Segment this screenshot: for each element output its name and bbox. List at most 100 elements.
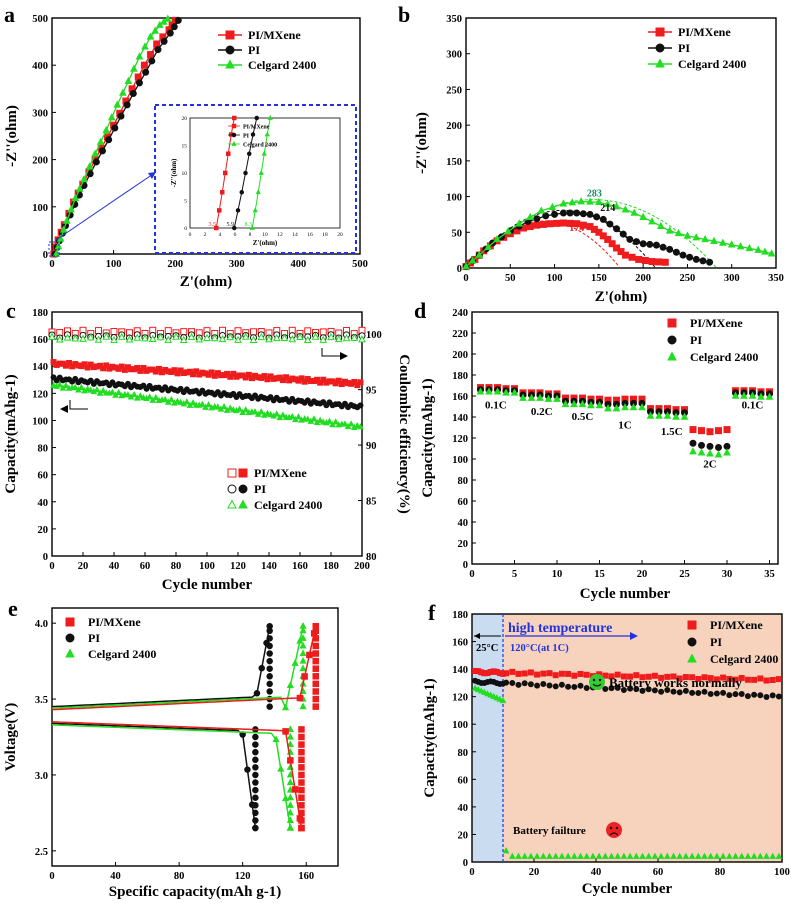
capacity-point — [713, 676, 720, 683]
capacity-point — [664, 687, 671, 694]
data-point — [281, 794, 290, 802]
data-point — [548, 202, 557, 211]
data-point — [633, 238, 640, 246]
data-point — [299, 656, 307, 664]
x-axis-label: Cycle number — [582, 881, 673, 897]
legend-marker — [667, 335, 677, 345]
efficiency-point — [164, 327, 172, 335]
efficiency-point — [187, 332, 196, 340]
data-point — [298, 779, 305, 786]
data-point — [154, 46, 162, 54]
data-point — [542, 212, 550, 220]
capacity-point — [620, 852, 628, 859]
data-point — [286, 808, 294, 816]
data-point — [298, 726, 305, 733]
y-tick-label: 0 — [463, 858, 468, 869]
series-line — [51, 626, 304, 711]
data-point — [621, 251, 629, 259]
capacity-point — [87, 386, 95, 393]
inset-data-point — [214, 225, 219, 231]
x-tick-label: 10 — [552, 569, 563, 580]
data-point — [52, 249, 61, 257]
rate-label: 1.5C — [661, 426, 683, 438]
capacity-point — [732, 691, 739, 698]
panel-f: 0 20 40 60 80 100 0 20 40 60 80 100 120 140 160 180 Cycl… — [422, 600, 790, 897]
y-tick-label: 0 — [463, 560, 468, 571]
legend-marker — [225, 59, 235, 69]
capacity-point — [341, 420, 349, 427]
capacity-point — [279, 411, 287, 418]
efficiency-point — [241, 332, 250, 340]
inset-data-point — [223, 170, 228, 176]
y-tick-label: 500 — [32, 14, 48, 25]
data-point — [740, 391, 748, 399]
capacity-point — [763, 693, 770, 700]
y-tick-label: 60 — [458, 497, 469, 508]
sad-eye — [615, 826, 619, 830]
inset-data-point — [232, 225, 237, 231]
legend-label: Celgard 2400 — [690, 350, 758, 364]
efficiency-point — [164, 335, 173, 343]
capacity-point — [66, 360, 73, 367]
capacity-point — [527, 669, 534, 676]
zoom-region — [48, 241, 60, 257]
efficiency-point — [296, 332, 304, 341]
efficiency-point — [148, 334, 157, 342]
inset-x-tick-label: 6 — [234, 232, 237, 238]
legend-label: PI — [254, 482, 266, 496]
data-point — [299, 649, 307, 657]
inset-data-point — [267, 114, 273, 120]
capacity-point — [220, 403, 228, 410]
capacity-point — [351, 378, 358, 385]
efficiency-point — [303, 335, 312, 343]
data-point — [546, 220, 554, 228]
capacity-point — [502, 847, 510, 854]
efficiency-point — [180, 328, 188, 336]
y-tick-label: 3.5 — [35, 695, 48, 706]
legend-marker-hollow — [227, 499, 237, 509]
capacity-point — [534, 682, 541, 689]
data-point — [719, 238, 727, 246]
y2-axis-label: Coulombic efficiency(%) — [396, 354, 412, 514]
data-point — [111, 124, 119, 132]
capacity-point — [236, 405, 243, 412]
capacity-point — [707, 852, 715, 859]
data-point — [665, 226, 674, 234]
data-point — [312, 680, 320, 688]
capacity-point — [288, 412, 296, 420]
data-point — [153, 40, 161, 48]
data-point — [282, 728, 289, 735]
capacity-point — [521, 670, 528, 677]
capacity-point — [614, 684, 621, 691]
data-point — [573, 209, 581, 217]
data-point — [299, 664, 307, 672]
arrow-head — [630, 632, 638, 640]
x-axis-label: Specific capacity(mAh g-1) — [109, 884, 281, 900]
legend-label: PI/MXene — [254, 466, 307, 480]
capacity-point — [171, 367, 178, 374]
capacity-point — [601, 852, 609, 859]
data-point — [312, 650, 320, 657]
inset-x-tick-label: 16 — [307, 232, 313, 238]
inset-legend-marker — [231, 132, 237, 138]
data-point — [286, 725, 294, 732]
capacity-point — [558, 670, 565, 677]
panel-label: f — [428, 600, 436, 625]
rate-label: 0.5C — [572, 411, 594, 423]
annotation-label: 283 — [587, 189, 602, 200]
inset-x-tick-label: 2 — [204, 232, 207, 238]
capacity-point — [738, 690, 745, 697]
data-point — [629, 403, 638, 411]
data-point — [298, 786, 305, 794]
x-tick-label: 50 — [505, 273, 516, 284]
capacity-point — [558, 852, 566, 859]
data-point — [754, 245, 763, 253]
capacity-point — [208, 369, 215, 376]
panel-a: 0 100 200 300 400 5000100200300400500Z'(ohm)-… — [4, 2, 368, 290]
arrow-head — [474, 633, 480, 639]
capacity-point — [658, 674, 665, 681]
data-point — [613, 225, 621, 233]
y-tick-label: 20 — [458, 539, 469, 550]
x-tick-label: 120 — [230, 561, 246, 572]
high-temp-label: high temperature — [508, 621, 612, 636]
